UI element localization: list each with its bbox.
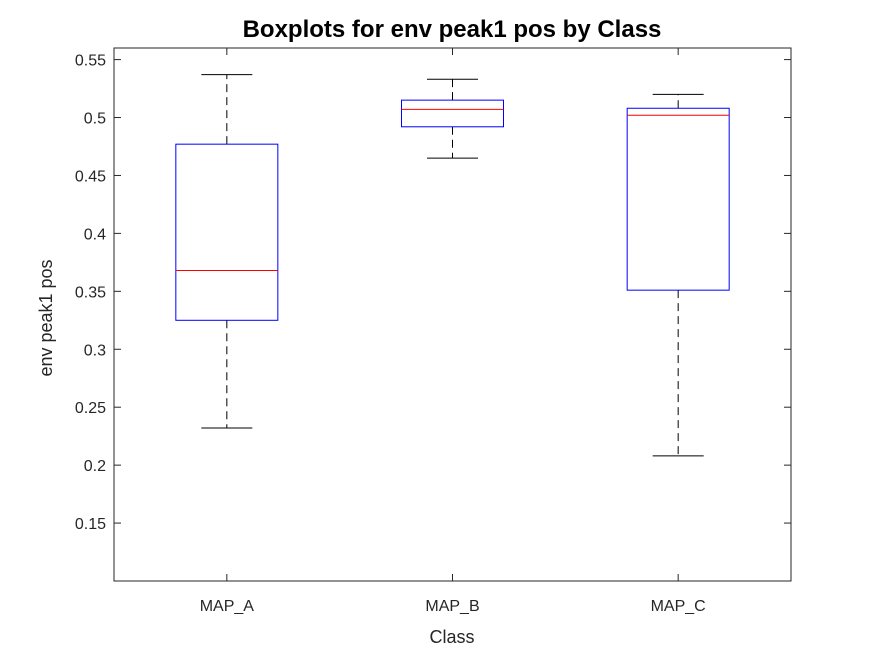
y-tick-label: 0.3	[84, 342, 106, 359]
y-axis-label: env peak1 pos	[36, 259, 56, 376]
x-tick-label: MAP_B	[425, 598, 479, 615]
y-tick-label: 0.2	[84, 458, 106, 475]
y-tick-label: 0.45	[75, 168, 106, 185]
y-tick-label: 0.4	[84, 226, 106, 243]
y-axis: 0.15 0.2 0.25 0.3 0.35 0.4 0.45 0.5 0.55	[75, 53, 791, 533]
x-axis: MAP_A MAP_B MAP_C	[200, 48, 706, 615]
box-map_a	[175, 74, 279, 429]
y-tick-label: 0.5	[84, 111, 106, 128]
y-tick-label: 0.25	[75, 400, 106, 417]
y-tick-label: 0.15	[75, 516, 106, 533]
x-tick-label: MAP_A	[200, 598, 255, 615]
y-tick-label: 0.35	[75, 284, 106, 301]
boxes-layer	[175, 74, 730, 457]
x-tick-label: MAP_C	[651, 598, 706, 615]
box-map_b	[401, 78, 504, 159]
x-axis-label: Class	[429, 627, 474, 647]
iqr-box	[175, 143, 279, 321]
iqr-box	[401, 99, 504, 128]
y-tick-label: 0.55	[75, 53, 106, 70]
box-map_c	[626, 93, 730, 457]
iqr-box	[626, 107, 730, 291]
chart-title: Boxplots for env peak1 pos by Class	[243, 16, 662, 43]
